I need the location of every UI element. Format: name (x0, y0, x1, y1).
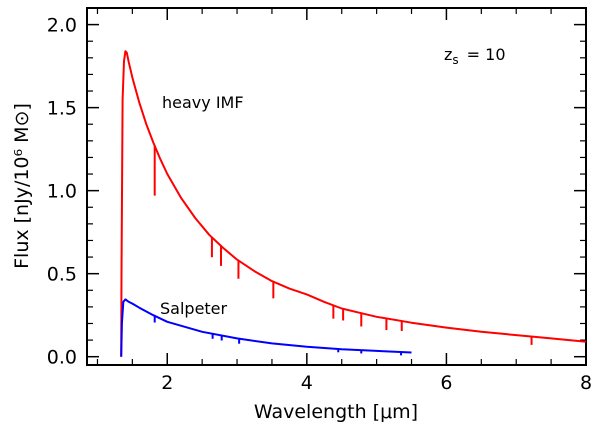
y-tick-label: 2.0 (47, 15, 77, 37)
series-line-salpeter (120, 298, 412, 357)
y-tick-label: 0.5 (47, 264, 77, 286)
y-tick-label: 1.0 (47, 181, 77, 203)
x-axis-label: Wavelength [μm] (254, 401, 418, 423)
y-tick-label: 1.5 (47, 98, 77, 120)
series-line-heavy-imf (120, 50, 587, 357)
redshift-symbol: z (444, 45, 452, 64)
annotation-redshift: zs = 10 (444, 45, 506, 67)
series-layer (120, 50, 587, 357)
y-axis-label: Flux [nJy/10⁶ M⊙] (11, 103, 33, 269)
redshift-subscript: s (452, 53, 458, 67)
x-tick-label: 6 (440, 372, 452, 394)
x-tick-label: 2 (161, 372, 173, 394)
annotation-heavy-imf: heavy IMF (162, 93, 244, 112)
redshift-value: = 10 (467, 45, 506, 64)
axis-ticks: 2 4 6 8 0.0 0.5 1.0 1.5 2.0 (47, 8, 592, 394)
annotation-salpeter: Salpeter (160, 299, 228, 318)
x-tick-label: 4 (301, 372, 313, 394)
plot-frame (86, 7, 587, 366)
x-tick-label: 8 (580, 372, 592, 394)
y-tick-label: 0.0 (47, 347, 77, 369)
